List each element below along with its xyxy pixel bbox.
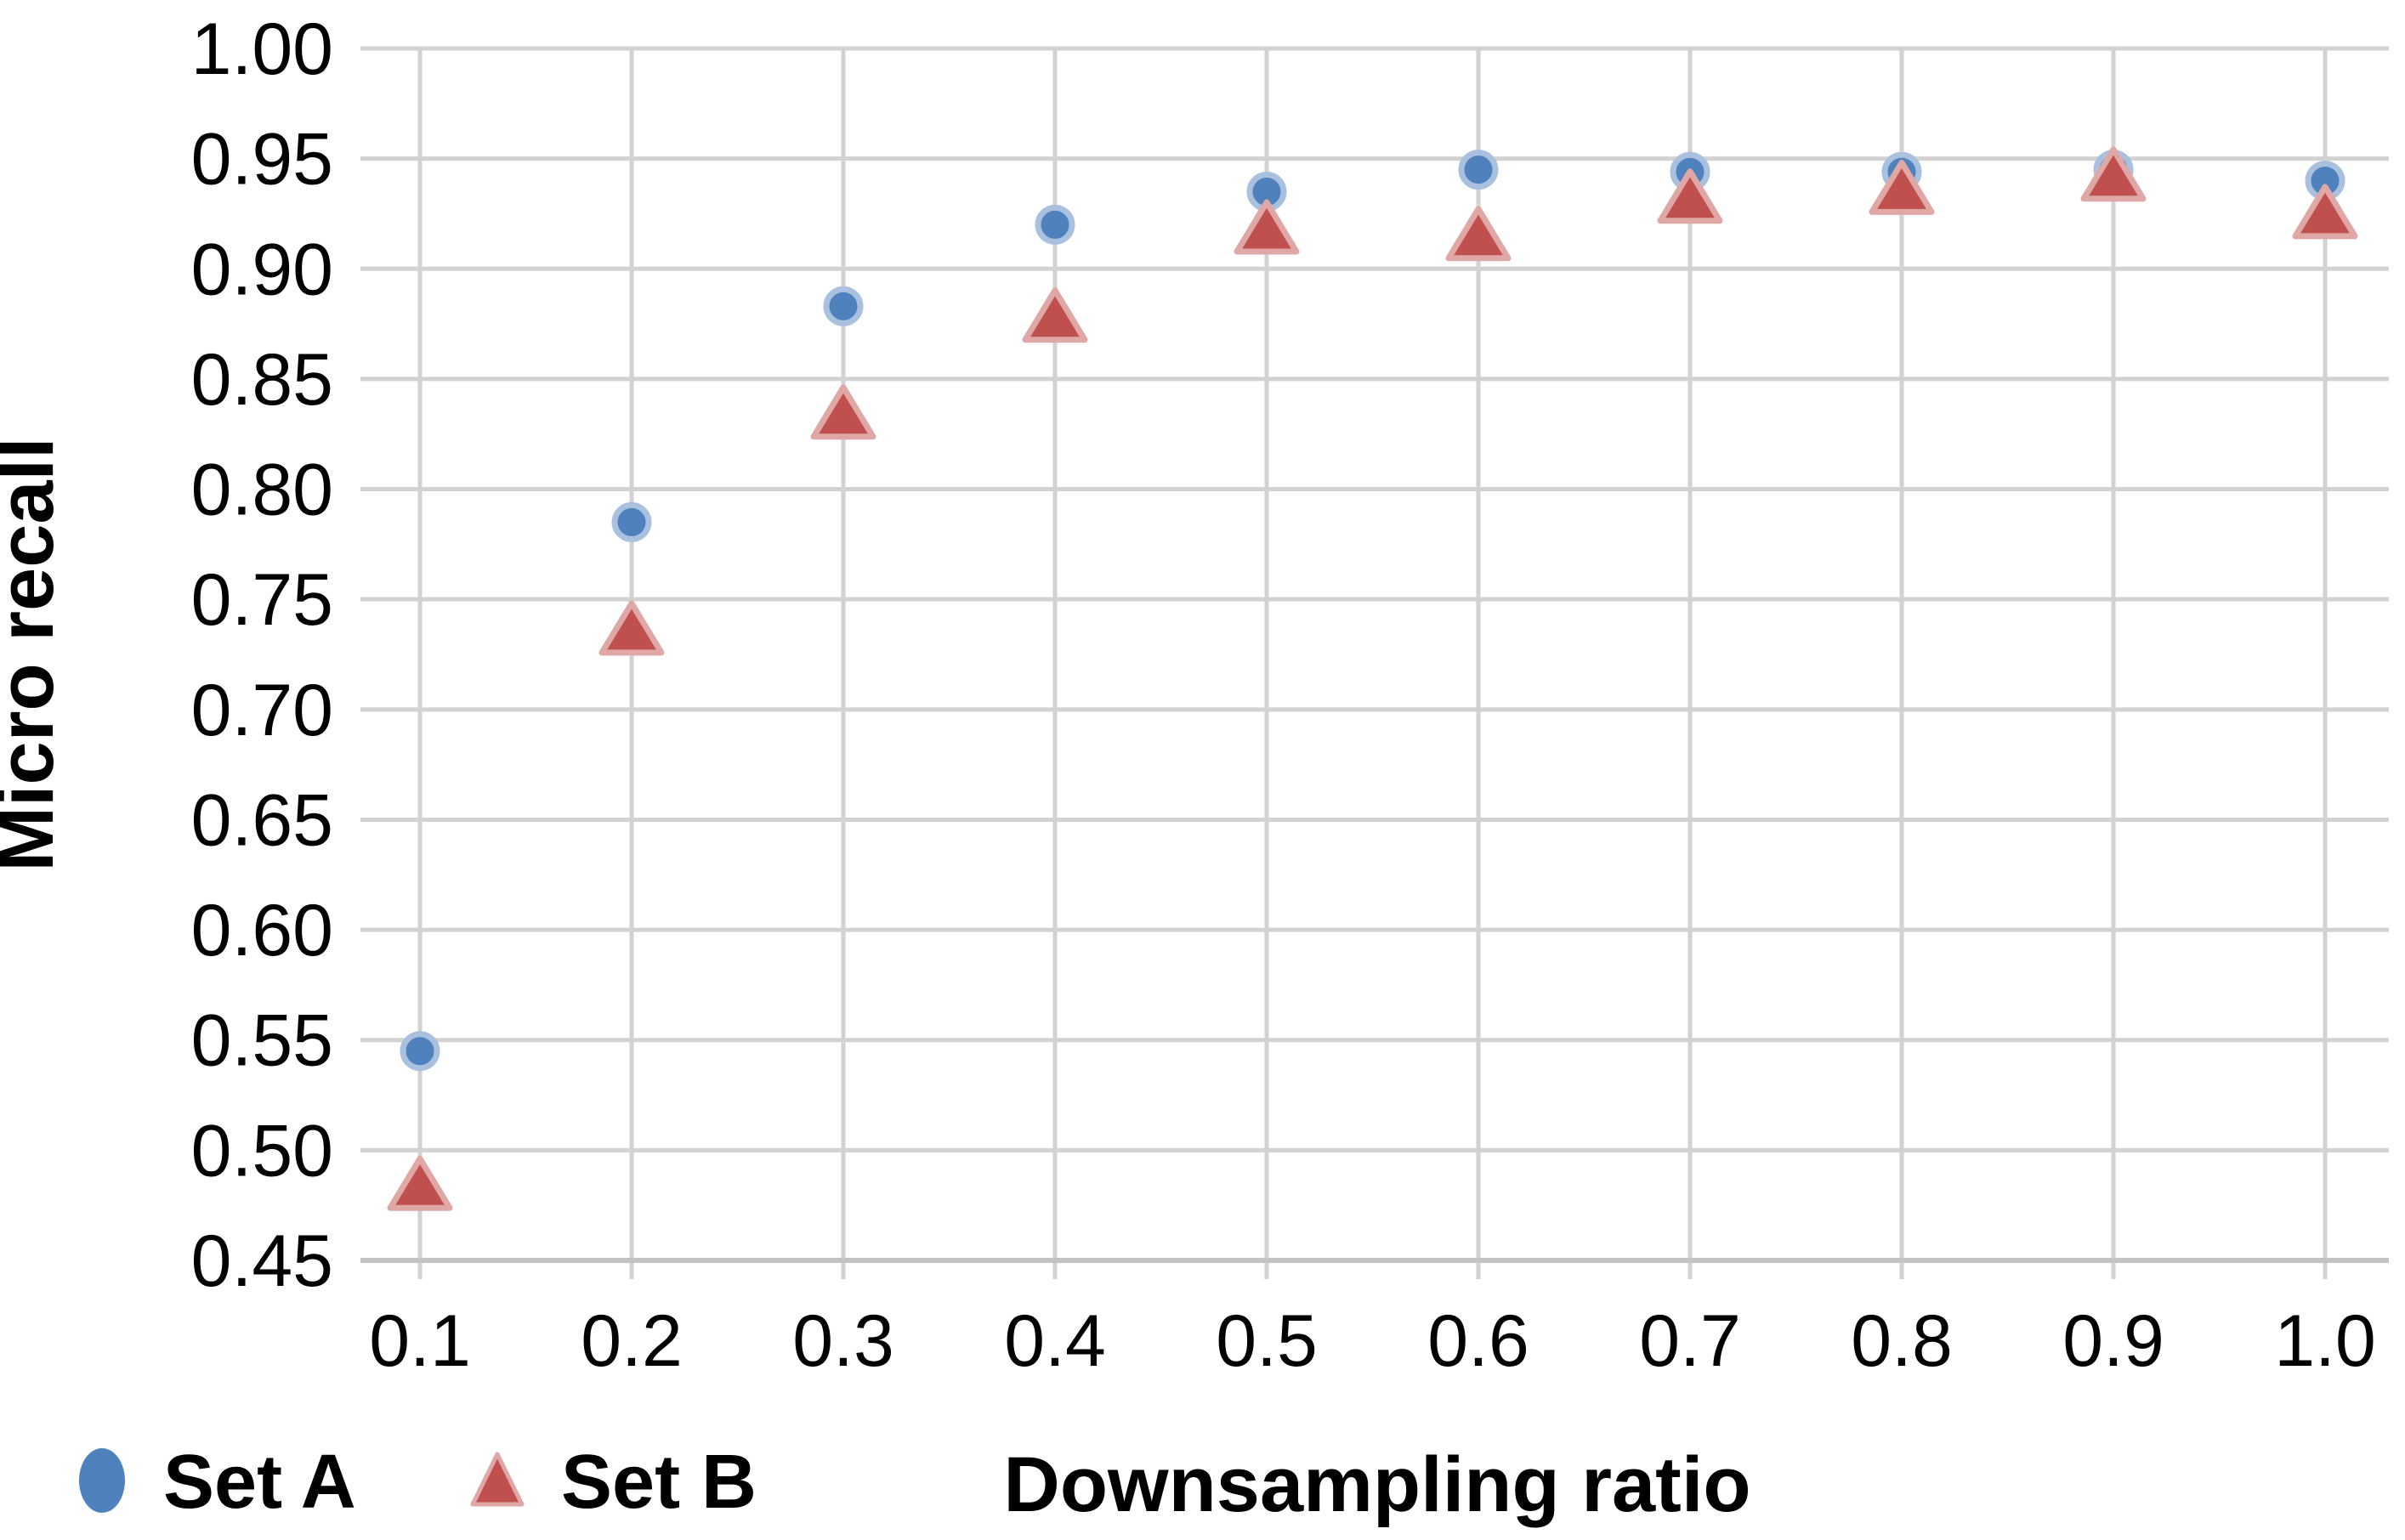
y-tick-label: 0.80 — [191, 450, 333, 531]
data-point-set-b — [1022, 287, 1088, 343]
legend: Set A Set B — [79, 1440, 757, 1525]
legend-marker-circle — [79, 1448, 125, 1513]
tick-labels: 1.00 0.95 0.90 0.85 0.80 0.75 0.70 0.65 0.60 0.55… — [191, 8, 2376, 1382]
gridlines — [360, 46, 2389, 1279]
data-point-set-b — [2080, 146, 2147, 202]
y-tick-label: 0.95 — [191, 119, 333, 201]
x-tick-label: 0.2 — [581, 1300, 683, 1382]
data-point-set-a — [1035, 204, 1075, 245]
y-tick-label: 0.65 — [191, 779, 333, 861]
x-tick-label: 0.9 — [2062, 1300, 2164, 1382]
data-point-set-b — [2292, 184, 2358, 240]
x-tick-label: 0.8 — [1851, 1300, 1953, 1382]
y-tick-label: 1.00 — [191, 8, 333, 90]
data-point-set-b — [387, 1155, 453, 1211]
legend-label: Set A — [163, 1440, 356, 1525]
data-point-set-b — [1445, 206, 1512, 262]
x-tick-label: 0.4 — [1004, 1300, 1106, 1382]
data-point-set-b — [1234, 199, 1300, 255]
data-point-set-a — [823, 286, 864, 326]
x-tick-label: 0.6 — [1427, 1300, 1529, 1382]
data-point-set-b — [1657, 168, 1723, 224]
data-point-set-a — [400, 1031, 440, 1072]
data-point-set-b — [1869, 159, 1935, 215]
x-tick-label: 0.5 — [1216, 1300, 1318, 1382]
data-point-set-b — [598, 600, 665, 656]
legend-label: Set B — [561, 1440, 757, 1525]
y-axis-title: Micro recall — [0, 437, 70, 871]
y-tick-label: 0.90 — [191, 229, 333, 310]
x-tick-label: 1.0 — [2274, 1300, 2376, 1382]
data-point-set-a — [611, 501, 652, 542]
data-points — [387, 146, 2358, 1211]
y-tick-label: 0.55 — [191, 1000, 333, 1082]
x-tick-label: 0.7 — [1639, 1300, 1741, 1382]
y-tick-label: 0.85 — [191, 339, 333, 421]
x-axis-title: Downsampling ratio — [1003, 1441, 1750, 1528]
y-tick-label: 0.75 — [191, 559, 333, 641]
y-tick-label: 0.60 — [191, 890, 333, 971]
y-tick-label: 0.45 — [191, 1220, 333, 1302]
y-tick-label: 0.50 — [191, 1110, 333, 1192]
x-tick-label: 0.1 — [369, 1300, 471, 1382]
data-point-set-b — [810, 384, 876, 440]
y-tick-label: 0.70 — [191, 670, 333, 751]
data-point-set-a — [1458, 150, 1499, 190]
legend-marker-triangle — [470, 1452, 525, 1507]
x-tick-label: 0.3 — [792, 1300, 894, 1382]
